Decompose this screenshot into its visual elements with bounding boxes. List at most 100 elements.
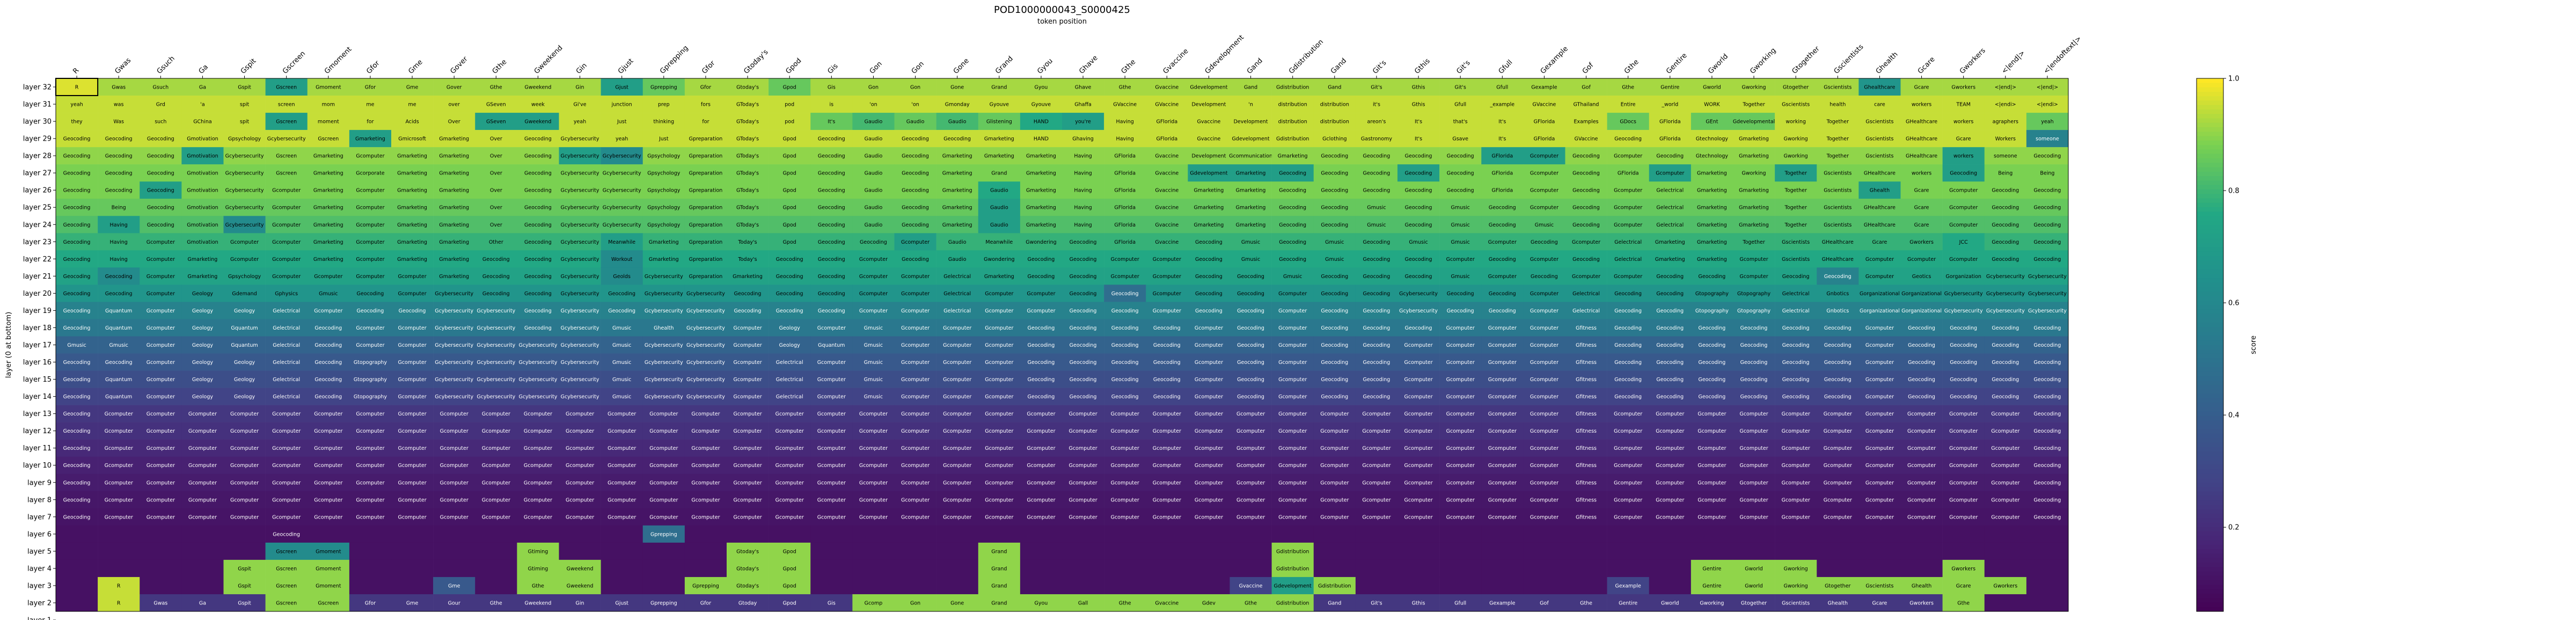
heatmap-cell-label: Geocoding [1237,360,1264,366]
heatmap-cell-label: Gtogether [1825,583,1850,589]
heatmap-cell-label: Gcomputer [1153,497,1181,503]
heatmap-cell [1230,164,1272,182]
heatmap-cell-label: GToday's [736,188,759,194]
heatmap-cell [852,130,895,148]
heatmap-cell-label: Gcomputer [356,222,384,228]
heatmap-cell [642,456,685,475]
heatmap-cell [433,233,475,251]
heatmap-cell-label: Gworld [1745,583,1763,589]
x-tick-label: Gvaccine [1162,47,1190,76]
heatmap-cell-label: Gcybersecurity [1944,291,1983,297]
heatmap-cell-label: Gcomputer [943,497,971,503]
heatmap-cell-label: Gcomputer [1195,514,1223,520]
heatmap-cell-label: Gcomputer [901,274,930,280]
heatmap-cell-label: Geocoding [1363,274,1391,280]
heatmap-cell [978,388,1021,405]
heatmap-cell-label: Gpreparation [689,205,723,211]
heatmap-cell-label: Gcomputer [1488,342,1517,348]
heatmap-cell-label: Gcybersecurity [435,308,473,314]
heatmap-cell [98,181,140,199]
colorbar-segment [2197,132,2223,137]
colorbar-segment [2197,447,2223,452]
heatmap-cell [852,473,895,492]
heatmap-cell-label: yeah [616,136,628,142]
heatmap-cell [1230,199,1272,216]
heatmap-cell-label: Geocoding [1782,342,1810,348]
heatmap-cell-label: Gmoment [316,583,341,589]
heatmap-cell [1775,491,1817,509]
heatmap-cell [894,559,936,578]
heatmap-cell-label: Geocoding [2034,154,2061,159]
x-tick-label: Gthe [491,58,509,76]
heatmap-cell-label: Gwas [153,600,167,606]
heatmap-cell [517,353,559,371]
heatmap-cell [852,164,895,182]
heatmap-cell [56,319,98,337]
heatmap-cell-label: Gcomputer [482,411,510,417]
heatmap-cell [810,542,853,560]
heatmap-cell-label: Gcomputer [188,497,217,503]
heatmap-cell [98,370,140,388]
heatmap-cell [936,336,979,354]
heatmap-cell [140,422,182,440]
heatmap-cell [1104,594,1146,612]
heatmap-cell-label: Gcomputer [356,446,384,451]
heatmap-cell-label: Gcare [1956,583,1971,589]
heatmap-cell [140,473,182,492]
heatmap-cell [894,370,936,388]
heatmap-cell-label: Gaudio [865,119,883,125]
colorbar-segment [2197,460,2223,465]
heatmap-cell [1439,439,1482,457]
heatmap-cell [1523,439,1565,457]
heatmap-cell [642,542,685,560]
heatmap-cell [56,216,98,234]
heatmap-cell [1523,594,1565,612]
heatmap-cell-label: Gcybersecurity [645,394,683,400]
heatmap-cell [894,491,936,509]
heatmap-cell [1900,285,1943,302]
heatmap-cell [223,130,266,148]
heatmap-cell-label: Gcomputer [1824,463,1852,469]
heatmap-cell-label: Gcybersecurity [561,154,599,159]
heatmap-cell [517,130,559,148]
heatmap-cell [810,405,853,422]
heatmap-cell [1690,353,1733,371]
heatmap-cell [1649,216,1692,234]
heatmap-cell [1565,96,1607,113]
heatmap-cell-label: Gcomputer [356,463,384,469]
heatmap-cell [1481,405,1524,422]
heatmap-cell [1481,456,1524,475]
colorbar-segment [2197,340,2223,345]
heatmap-cell [1271,199,1314,216]
heatmap-cell [391,491,434,509]
heatmap-cell-label: Gvaccine [1155,171,1179,177]
heatmap-cell [1313,577,1356,595]
heatmap-cell-label: Geocoding [1992,342,2019,348]
heatmap-cell-label: Geocoding [524,325,552,331]
heatmap-cell [307,319,350,337]
heatmap-cell-label: Gscreen [276,171,297,177]
colorbar-segment [2197,243,2223,247]
heatmap-cell [978,216,1021,234]
heatmap-cell [433,491,475,509]
heatmap-cell-label: working [1785,119,1806,125]
heatmap-cell-label: Over [490,154,502,159]
heatmap-cell-label: <|end|> [2037,85,2058,91]
heatmap-cell-label: Gcomputer [1446,411,1475,417]
heatmap-cell-label: Gpsychology [228,136,261,142]
heatmap-cell-label: Gcomputer [398,514,426,520]
heatmap-cell-label: Gcomputer [356,480,384,486]
heatmap-cell [894,525,936,543]
heatmap-cell [56,199,98,216]
heatmap-cell [684,302,727,319]
heatmap-cell [181,525,224,543]
heatmap-cell-label: Gcybersecurity [686,325,725,331]
heatmap-cell-label: Gelectrical [1656,222,1684,228]
heatmap-cell [936,370,979,388]
heatmap-cell-label: Gcomputer [1782,463,1810,469]
heatmap-cell [1271,491,1314,509]
heatmap-cell [810,78,853,96]
heatmap-cell [1942,594,1985,612]
heatmap-cell-label: Gcomputer [649,480,678,486]
heatmap-cell-label: Gtopography [354,360,387,366]
